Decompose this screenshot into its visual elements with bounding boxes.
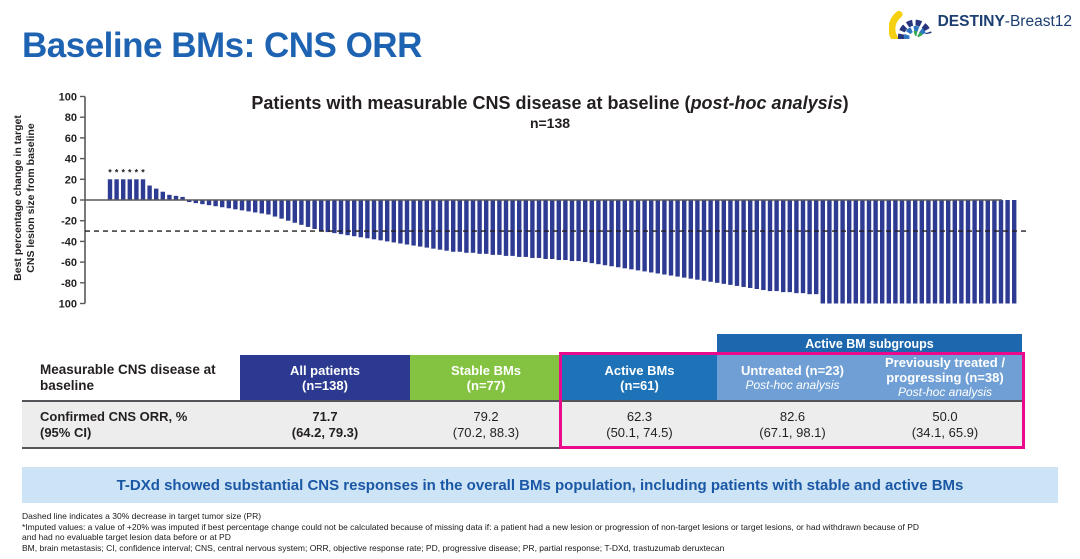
svg-text:-40: -40 (61, 236, 77, 248)
col-header-untreated: Untreated (n=23) Post-hoc analysis (717, 355, 868, 400)
table-data-row: Confirmed CNS ORR, % (95% CI) 71.7 (64.2… (22, 400, 1022, 449)
logo-brand-bold: DESTINY (937, 13, 1005, 30)
footnote-line: *Imputed values: a value of +20% was imp… (22, 521, 920, 532)
svg-text:*: * (135, 167, 139, 177)
svg-text:80: 80 (65, 112, 77, 124)
active-bm-subgroups-header: Active BM subgroups (717, 334, 1022, 353)
value-untreated: 82.6 (67.1, 98.1) (759, 408, 826, 440)
value-stable-bms: 79.2 (70.2, 88.3) (452, 408, 520, 440)
value-all-patients: 71.7 (64.2, 79.3) (291, 408, 359, 440)
chart-title: Patients with measurable CNS disease at … (251, 93, 849, 113)
svg-text:20: 20 (65, 174, 77, 186)
page-title: Baseline BMs: CNS ORR (22, 26, 422, 65)
svg-text:*: * (121, 167, 125, 177)
col-header-all-patients: All patients (n=138) (240, 355, 410, 400)
footnote-line: BM, brain metastasis; CI, confidence int… (22, 542, 725, 553)
row-label-header: Measurable CNS disease at baseline (40, 361, 216, 393)
destiny-fan-icon (888, 10, 932, 39)
svg-text:-60: -60 (61, 257, 77, 269)
svg-text:*: * (108, 167, 112, 177)
row-label-confirmed-cns-orr: Confirmed CNS ORR, % (95% CI) (40, 408, 188, 440)
svg-text:40: 40 (65, 154, 77, 166)
svg-text:100: 100 (59, 92, 77, 104)
svg-text:60: 60 (65, 133, 77, 145)
table-header-row: Measurable CNS disease at baseline All p… (22, 355, 1022, 400)
waterfall-chart: Best percentage change in target CNS les… (0, 88, 1080, 320)
col-header-previously-treated: Previously treated / progressing (n=38) … (868, 355, 1022, 400)
logo-brand-rest: -Breast12 (1004, 13, 1072, 30)
svg-text:-20: -20 (61, 216, 77, 228)
svg-text:*: * (141, 167, 145, 177)
logo-text: DESTINY-Breast12 (938, 13, 1072, 31)
chart-n-label: n=138 (529, 115, 571, 131)
conclusion-banner: T-DXd showed substantial CNS responses i… (22, 467, 1058, 503)
destiny-breast12-logo: DESTINY-Breast12 (888, 5, 1072, 39)
svg-text:100: 100 (59, 299, 77, 311)
col-header-stable-bms: Stable BMs (n=77) (410, 355, 562, 400)
svg-text:*: * (128, 167, 132, 177)
value-previously-treated: 50.0 (34.1, 65.9) (911, 408, 979, 440)
col-header-active-bms: Active BMs (n=61) (562, 355, 717, 400)
results-table: Active BM subgroups Measurable CNS disea… (22, 334, 1025, 449)
footnotes: Dashed line indicates a 30% decrease in … (22, 511, 1078, 553)
y-axis-label: Best percentage change in target CNS les… (12, 115, 37, 281)
value-active-bms: 62.3 (50.1, 74.5) (606, 408, 673, 440)
svg-text:*: * (115, 167, 119, 177)
footnote-line: Dashed line indicates a 30% decrease in … (22, 511, 262, 521)
svg-text:0: 0 (71, 195, 77, 207)
svg-text:-80: -80 (61, 278, 77, 290)
footnote-line: and had no evaluable target lesion data … (22, 532, 231, 542)
